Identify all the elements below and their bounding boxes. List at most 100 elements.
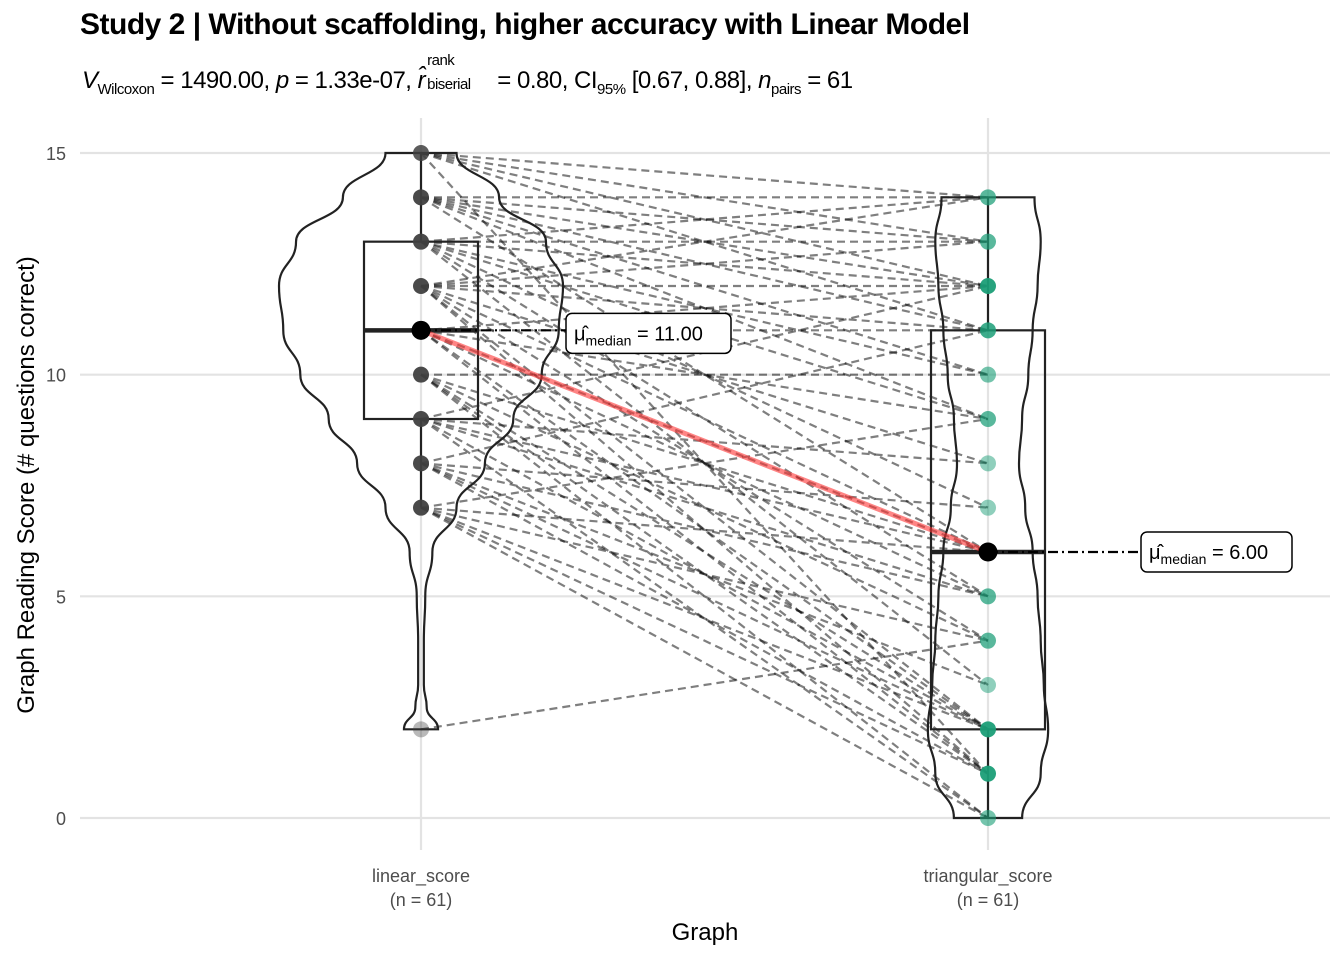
subtitle-n-symbol: n [758, 67, 772, 94]
paired-line [420, 285, 989, 731]
median-label-value: = 11.00 [631, 323, 702, 345]
median-label-text: μ̂median = 11.00 [574, 323, 703, 348]
y-axis-title: Graph Reading Score (# questions correct… [13, 256, 40, 714]
subtitle-v-sub: Wilcoxon [97, 80, 155, 98]
data-point [413, 455, 429, 472]
paired-line [420, 240, 989, 686]
data-point [980, 499, 996, 516]
data-point [980, 721, 996, 738]
data-point [413, 233, 429, 250]
data-point [413, 499, 429, 516]
paired-lines-layer [420, 151, 989, 819]
paired-line [420, 196, 989, 376]
data-point [980, 411, 996, 427]
chart-title: Study 2 | Without scaffolding, higher ac… [80, 8, 970, 41]
x-tick-n-label: (n = 61) [957, 890, 1020, 910]
x-tick-label: linear_score [372, 866, 470, 887]
subtitle-v-symbol: V [82, 67, 98, 94]
median-label-text: μ̂median = 6.00 [1149, 542, 1268, 567]
median-label-value: = 6.00 [1206, 542, 1268, 564]
paired-line [420, 329, 989, 731]
paired-line [420, 151, 989, 199]
median-connector-line [420, 328, 989, 555]
paired-line [420, 506, 989, 819]
subtitle-n-sub: pairs [771, 80, 802, 98]
subtitle-n-value: = 61 [801, 67, 853, 94]
paired-line [420, 329, 989, 775]
subtitle-ci-sub: 95% [597, 80, 626, 98]
paired-line [420, 196, 989, 332]
median-label-box [565, 312, 732, 355]
paired-line [420, 417, 989, 598]
violin-triangular_score [926, 196, 1050, 820]
paired-line [420, 373, 989, 554]
paired-line [420, 418, 989, 819]
paired-line [420, 152, 989, 775]
data-point [980, 677, 996, 693]
data-point [980, 765, 996, 782]
median-label-sub: median [1161, 551, 1207, 567]
paired-line [420, 284, 989, 332]
violin-layer [277, 151, 1050, 820]
paired-line [420, 240, 989, 598]
subtitle-ci-value: [0.67, 0.88], [625, 67, 759, 94]
subtitle-r-stack: rank biserial [425, 52, 491, 93]
paired-line [420, 329, 989, 465]
x-axis-title: Graph [672, 919, 739, 946]
subtitle-p-symbol: p [275, 67, 289, 94]
median-point [411, 320, 431, 340]
data-point [980, 322, 996, 339]
y-tick-label: 15 [46, 144, 66, 164]
subtitle-r-value: = 0.80, CI [491, 67, 598, 94]
data-point [413, 411, 429, 427]
violin-linear_score [277, 151, 565, 731]
paired-line [420, 284, 989, 332]
median-label-sub: median [586, 332, 632, 348]
paired-line [420, 240, 989, 288]
paired-line [420, 462, 989, 598]
paired-line [420, 462, 989, 509]
y-tick-label: 10 [46, 366, 66, 386]
median-point [978, 542, 998, 562]
median-layer: μ̂median = 11.00 μ̂median = 6.00 [411, 312, 1293, 573]
data-point [413, 189, 429, 206]
subtitle-r-sub: biserial [427, 76, 471, 93]
paired-line [420, 151, 989, 332]
x-tick-label: triangular_score [923, 866, 1052, 887]
y-tick-label: 5 [56, 587, 66, 607]
chart-subtitle: VWilcoxon = 1490.00, p = 1.33e-07, r̂ ran… [82, 52, 853, 98]
paired-line [420, 506, 989, 642]
subtitle-p-value: = 1.33e-07, [288, 67, 418, 94]
paired-line [420, 329, 989, 421]
paired-line [420, 506, 989, 775]
paired-line [420, 462, 989, 731]
paired-line [420, 151, 989, 288]
paired-line [420, 151, 989, 243]
paired-line [420, 240, 989, 421]
data-point [980, 810, 996, 826]
data-point [980, 366, 996, 383]
data-point [980, 233, 996, 250]
paired-line [420, 240, 989, 288]
paired-line [420, 639, 989, 731]
y-tick-layer: 0 5 10 15 [46, 144, 66, 829]
data-point [980, 455, 996, 472]
grid-layer [80, 118, 1330, 850]
data-point [413, 366, 429, 383]
paired-line [420, 284, 989, 465]
paired-line [420, 196, 989, 243]
data-point [980, 588, 996, 605]
subtitle-v-value: = 1490.00, [154, 67, 276, 94]
data-point [413, 721, 429, 738]
data-point [980, 189, 996, 206]
data-point [413, 145, 429, 161]
paired-line [420, 373, 989, 775]
data-point [413, 278, 429, 294]
paired-line [420, 506, 989, 554]
x-tick-layer: linear_score (n = 61) triangular_score (n =… [372, 866, 1053, 910]
y-tick-label: 0 [56, 809, 66, 829]
subtitle-r-sup: rank [427, 52, 455, 69]
paired-line [420, 196, 989, 553]
paired-line [420, 196, 989, 243]
